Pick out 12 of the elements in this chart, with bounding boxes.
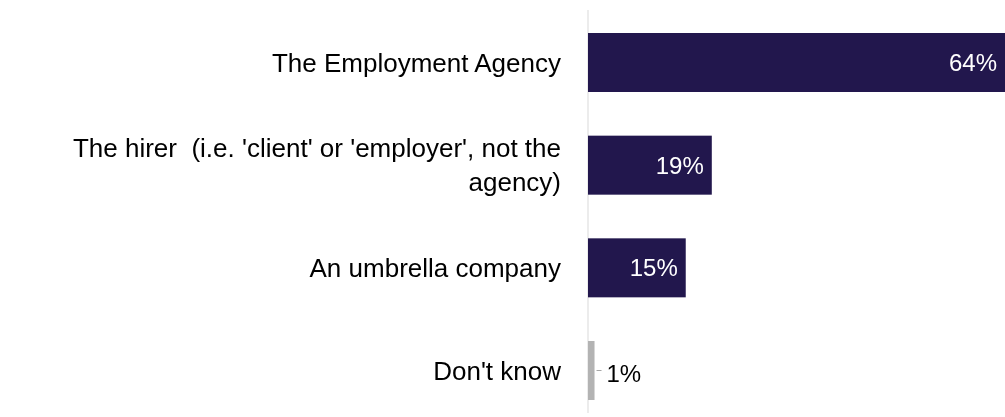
bar bbox=[588, 135, 712, 195]
y-tick-label: An umbrella company bbox=[309, 252, 561, 283]
bar bbox=[588, 341, 595, 400]
data-label: 19% bbox=[655, 151, 704, 179]
data-label: 64% bbox=[948, 48, 997, 76]
y-tick-label: The hirer (i.e. 'client' or 'employer', not the agency) bbox=[72, 133, 561, 198]
y-tick-label: The Employment Agency bbox=[271, 47, 561, 78]
data-label: 1% bbox=[606, 359, 642, 387]
data-label: 15% bbox=[629, 254, 678, 282]
bar bbox=[588, 33, 1005, 92]
y-tick-label: Don't know bbox=[433, 355, 562, 386]
bar bbox=[588, 238, 686, 298]
